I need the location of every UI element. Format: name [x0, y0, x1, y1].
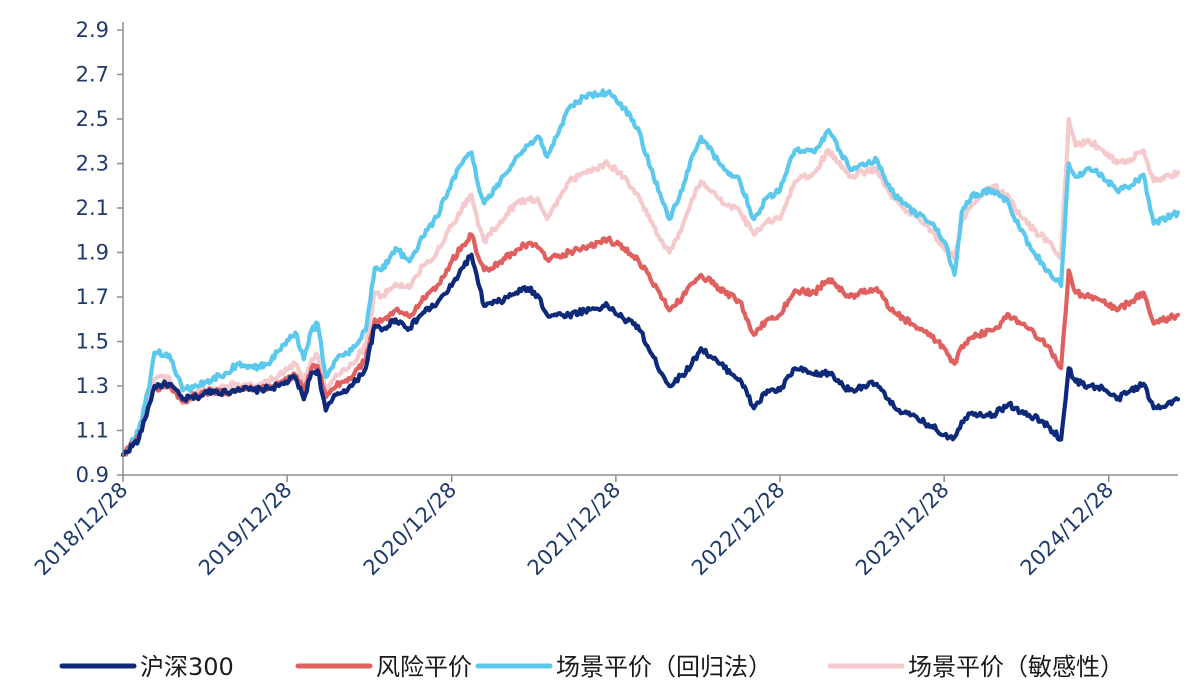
series-layer: [120, 88, 1181, 458]
legend-label: 风险平价: [376, 653, 472, 681]
x-tick-label: 2022/12/28: [687, 478, 790, 581]
axes-layer: 0.9 1.1 1.3 1.5 1.7 1.9 2.1 2.3 2.5 2.7 2.9 2018/12…: [30, 18, 1178, 580]
y-tick-label: 1.5: [76, 330, 109, 354]
y-tick-label: 1.1: [76, 419, 109, 443]
y-tick-label: 1.7: [76, 285, 109, 309]
series-line-3: [120, 116, 1181, 458]
series-line-0: [120, 252, 1181, 458]
y-tick-label: 2.3: [76, 152, 109, 176]
y-tick-label: 1.9: [76, 241, 109, 265]
legend-label: 场景平价（回归法）: [556, 653, 772, 681]
legend: 沪深300 风险平价 场景平价（回归法） 场景平价（敏感性）: [59, 653, 1124, 681]
x-tick-label: 2024/12/28: [1016, 478, 1119, 581]
legend-label: 沪深300: [140, 653, 234, 681]
y-tick-label: 2.5: [76, 107, 109, 131]
x-tick-label: 2021/12/28: [523, 478, 626, 581]
x-tick-label: 2018/12/28: [30, 478, 133, 581]
x-tick-label: 2023/12/28: [851, 478, 954, 581]
x-tick-label: 2019/12/28: [194, 478, 297, 581]
y-tick-label: 0.9: [76, 463, 109, 487]
y-tick-label: 2.7: [76, 63, 109, 87]
y-tick-label: 2.1: [76, 196, 109, 220]
series-line-2: [120, 88, 1181, 458]
y-tick-label: 1.3: [76, 374, 109, 398]
y-tick-label: 2.9: [76, 18, 109, 42]
legend-label: 场景平价（敏感性）: [908, 653, 1124, 681]
x-tick-label: 2020/12/28: [359, 478, 462, 581]
